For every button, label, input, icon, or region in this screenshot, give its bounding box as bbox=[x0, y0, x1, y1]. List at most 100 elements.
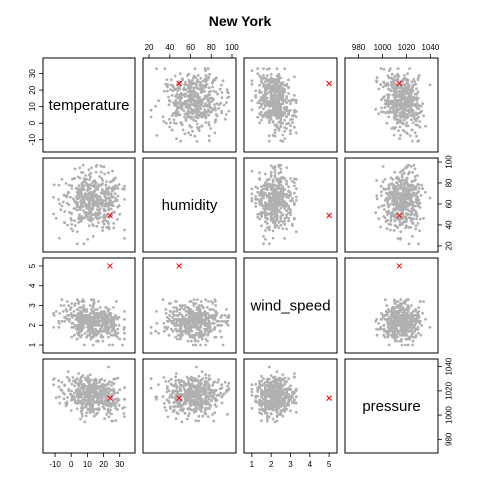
data-point bbox=[157, 331, 160, 335]
data-point bbox=[404, 226, 407, 230]
data-point bbox=[211, 302, 215, 305]
data-point bbox=[107, 343, 111, 347]
data-point bbox=[73, 333, 76, 337]
data-point bbox=[103, 379, 107, 383]
data-point bbox=[279, 106, 283, 110]
data-point bbox=[175, 384, 178, 388]
data-point bbox=[293, 125, 296, 129]
data-point bbox=[91, 217, 95, 221]
data-point bbox=[404, 325, 407, 329]
data-point bbox=[420, 323, 424, 327]
data-point bbox=[379, 67, 383, 70]
data-point bbox=[78, 390, 81, 394]
data-point bbox=[399, 321, 403, 325]
data-point bbox=[110, 189, 114, 193]
panel-border bbox=[42, 358, 136, 454]
data-point bbox=[396, 317, 399, 321]
data-point bbox=[279, 76, 283, 80]
data-point bbox=[105, 383, 108, 387]
data-point bbox=[403, 333, 406, 337]
data-point bbox=[203, 96, 207, 100]
data-point bbox=[162, 120, 166, 123]
data-point bbox=[80, 380, 83, 383]
data-point bbox=[84, 174, 88, 177]
data-point bbox=[200, 382, 204, 386]
data-point bbox=[116, 205, 119, 209]
data-point bbox=[107, 192, 111, 196]
data-point bbox=[416, 204, 420, 208]
data-point bbox=[183, 393, 187, 397]
data-point bbox=[380, 98, 383, 101]
data-point bbox=[409, 201, 413, 205]
data-point bbox=[414, 308, 418, 311]
data-point bbox=[196, 110, 200, 114]
data-point bbox=[404, 308, 408, 311]
data-point bbox=[403, 319, 407, 323]
data-point bbox=[82, 316, 85, 319]
data-point bbox=[67, 387, 71, 391]
data-point bbox=[111, 169, 114, 173]
data-point bbox=[281, 193, 285, 197]
data-point bbox=[382, 215, 386, 218]
data-point bbox=[412, 112, 415, 116]
data-point bbox=[262, 115, 265, 119]
data-point bbox=[264, 99, 267, 103]
data-point bbox=[92, 378, 96, 382]
data-point bbox=[107, 415, 111, 419]
data-point bbox=[166, 89, 169, 93]
data-point bbox=[212, 314, 216, 317]
data-point bbox=[386, 335, 390, 339]
data-point bbox=[399, 202, 403, 206]
data-point bbox=[92, 184, 96, 188]
data-point bbox=[387, 323, 390, 327]
data-point bbox=[107, 185, 111, 189]
data-point bbox=[164, 409, 168, 412]
data-point bbox=[121, 343, 124, 347]
data-point bbox=[390, 202, 394, 206]
data-point bbox=[271, 236, 275, 240]
data-point bbox=[189, 89, 193, 93]
data-point bbox=[400, 173, 404, 177]
data-point bbox=[187, 131, 190, 135]
data-point bbox=[279, 178, 283, 182]
data-point bbox=[214, 405, 218, 408]
data-point bbox=[92, 389, 96, 392]
data-point bbox=[204, 80, 208, 84]
data-point bbox=[215, 394, 219, 397]
data-point bbox=[112, 306, 115, 309]
data-point bbox=[192, 408, 196, 411]
data-point bbox=[101, 178, 104, 182]
data-point bbox=[77, 302, 81, 305]
data-point bbox=[260, 79, 263, 83]
data-point bbox=[113, 403, 116, 407]
data-point bbox=[256, 190, 260, 194]
data-point bbox=[93, 314, 97, 317]
data-point bbox=[273, 128, 277, 132]
data-point bbox=[403, 199, 406, 203]
data-point bbox=[417, 310, 421, 313]
data-point bbox=[98, 216, 102, 220]
data-point bbox=[57, 379, 60, 383]
data-point bbox=[59, 208, 63, 212]
data-point bbox=[198, 95, 201, 99]
data-point bbox=[250, 192, 254, 196]
data-point bbox=[391, 93, 395, 97]
data-point bbox=[287, 196, 290, 199]
data-point bbox=[381, 314, 385, 317]
data-point bbox=[89, 207, 92, 211]
data-point bbox=[381, 165, 385, 168]
data-point bbox=[187, 412, 191, 415]
outlier-point bbox=[107, 263, 113, 269]
data-point bbox=[221, 343, 225, 347]
data-point bbox=[61, 200, 65, 204]
data-point bbox=[180, 306, 184, 309]
panel-border bbox=[243, 157, 338, 253]
data-point bbox=[256, 215, 260, 219]
data-point bbox=[393, 110, 396, 113]
data-point bbox=[264, 87, 267, 91]
data-point bbox=[393, 224, 397, 227]
data-point bbox=[60, 177, 64, 181]
data-point bbox=[204, 337, 208, 341]
data-point bbox=[281, 133, 285, 137]
data-point bbox=[413, 97, 416, 101]
